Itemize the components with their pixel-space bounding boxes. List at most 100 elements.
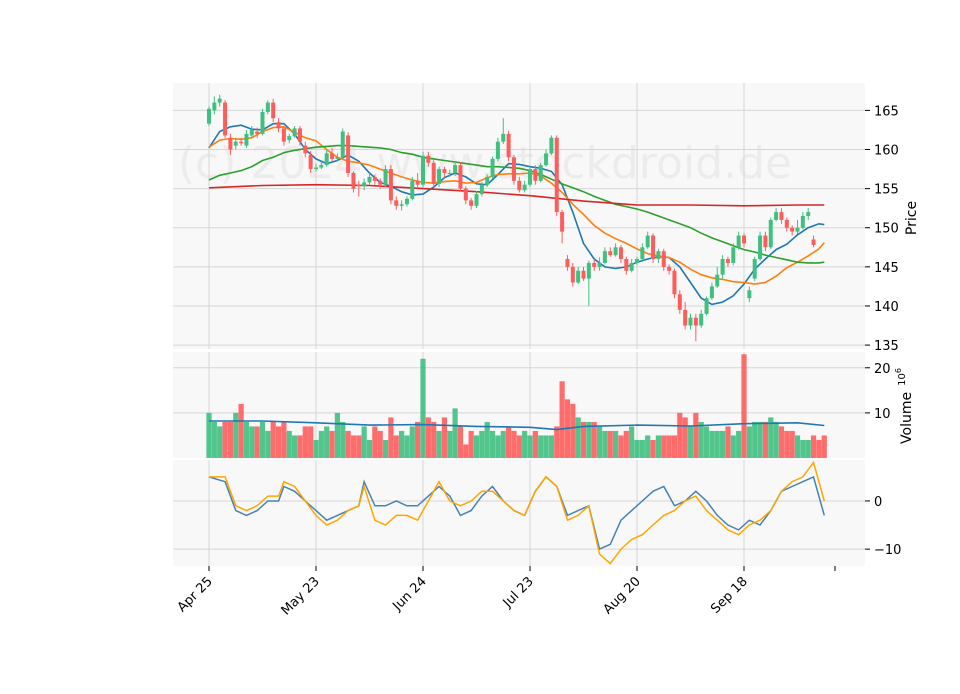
y-tick-label: −10: [874, 543, 901, 558]
volume-bar: [415, 421, 421, 458]
candle-body: [378, 180, 383, 185]
volume-bar: [596, 426, 603, 458]
y-tick-label: 150: [874, 222, 899, 237]
candle-body: [704, 298, 709, 314]
candle-body: [528, 169, 532, 185]
volume-bar: [334, 412, 340, 458]
volume-bar: [634, 439, 640, 458]
volume-bar: [275, 426, 282, 458]
volume-bar: [527, 435, 533, 458]
candle-body: [597, 262, 602, 267]
candle-body: [747, 290, 752, 299]
candle-body: [244, 133, 249, 146]
volume-bar: [714, 430, 720, 458]
oscillator-panel: −10 0: [173, 460, 901, 566]
candle-body: [586, 262, 591, 279]
volume-bar: [522, 430, 528, 458]
volume-bar: [746, 426, 752, 458]
candle-body: [736, 235, 741, 248]
candle-body: [271, 102, 276, 119]
candle-body: [768, 219, 773, 248]
volume-bar: [516, 435, 522, 458]
volume-exponent-power: 6: [894, 368, 903, 373]
candle-body: [549, 137, 554, 154]
volume-bar: [500, 430, 506, 458]
volume-bar: [356, 435, 362, 458]
y-tick-label: 10: [874, 407, 891, 422]
volume-bar: [698, 421, 704, 458]
candle-body: [592, 262, 597, 267]
candle-body: [554, 137, 559, 213]
volume-bar: [404, 435, 410, 458]
candle-body: [217, 98, 222, 103]
volume-bar: [313, 439, 319, 458]
candle-body: [255, 131, 260, 134]
candle-body: [340, 131, 345, 158]
candle-body: [372, 176, 377, 181]
candle-body: [629, 262, 634, 271]
volume-exponent: 10: [897, 373, 908, 386]
candle-body: [715, 274, 720, 287]
candle-body: [485, 176, 490, 185]
candle-body: [308, 154, 313, 170]
candle-body: [613, 247, 618, 256]
volume-bar: [436, 430, 442, 458]
volume-bar: [805, 439, 811, 458]
volume-bar: [543, 435, 549, 458]
volume-bar: [554, 426, 560, 458]
candle-body: [249, 129, 254, 136]
volume-bar: [292, 435, 298, 458]
candle-body: [297, 128, 302, 142]
volume-bar: [399, 430, 405, 458]
candle-body: [570, 266, 575, 283]
volume-bar: [682, 417, 688, 458]
candle-body: [779, 212, 784, 220]
candle-body: [287, 136, 292, 141]
volume-bar: [789, 430, 795, 458]
candle-body: [699, 313, 704, 326]
volume-bar: [559, 381, 565, 458]
candle-body: [667, 266, 672, 271]
volume-bar: [372, 426, 378, 458]
volume-bar: [382, 439, 389, 458]
candle-body: [656, 251, 661, 260]
volume-bar: [238, 403, 244, 458]
volume-bar: [452, 408, 458, 458]
y-tick-label: 135: [874, 339, 899, 354]
moving-average-ma200: [208, 183, 825, 207]
candle-body: [415, 180, 420, 185]
volume-bar: [655, 435, 661, 458]
volume-bar: [350, 435, 357, 458]
candle-body: [720, 259, 725, 275]
candle-body: [683, 309, 688, 326]
volume-bar: [447, 430, 453, 458]
volume-bar: [233, 412, 239, 458]
volume-bar: [318, 430, 324, 458]
candle-body: [495, 141, 500, 159]
price-panel: (c) 2024 www.stockdroid.de 135 140 145 150 1…: [173, 83, 920, 354]
volume-bar: [361, 426, 367, 458]
candle-body: [581, 270, 586, 279]
candle-body: [335, 157, 340, 159]
candle-body: [677, 294, 682, 310]
candle-body: [517, 180, 522, 191]
candle-body: [410, 180, 415, 199]
volume-bar: [661, 435, 667, 458]
y-tick-label: 145: [874, 261, 899, 276]
volume-bar: [816, 439, 822, 458]
candle-body: [758, 235, 763, 260]
volume-bar: [511, 430, 517, 458]
volume-bar: [618, 435, 624, 458]
candle-body: [324, 153, 329, 166]
volume-bar: [602, 430, 608, 458]
volume-bar: [265, 430, 271, 458]
volume-bar: [586, 421, 592, 458]
candle-body: [608, 251, 613, 256]
candle-body: [442, 169, 447, 173]
candle-body: [742, 235, 746, 244]
candle-body: [635, 259, 639, 263]
candle-body: [319, 165, 324, 168]
volume-bar: [377, 430, 383, 458]
